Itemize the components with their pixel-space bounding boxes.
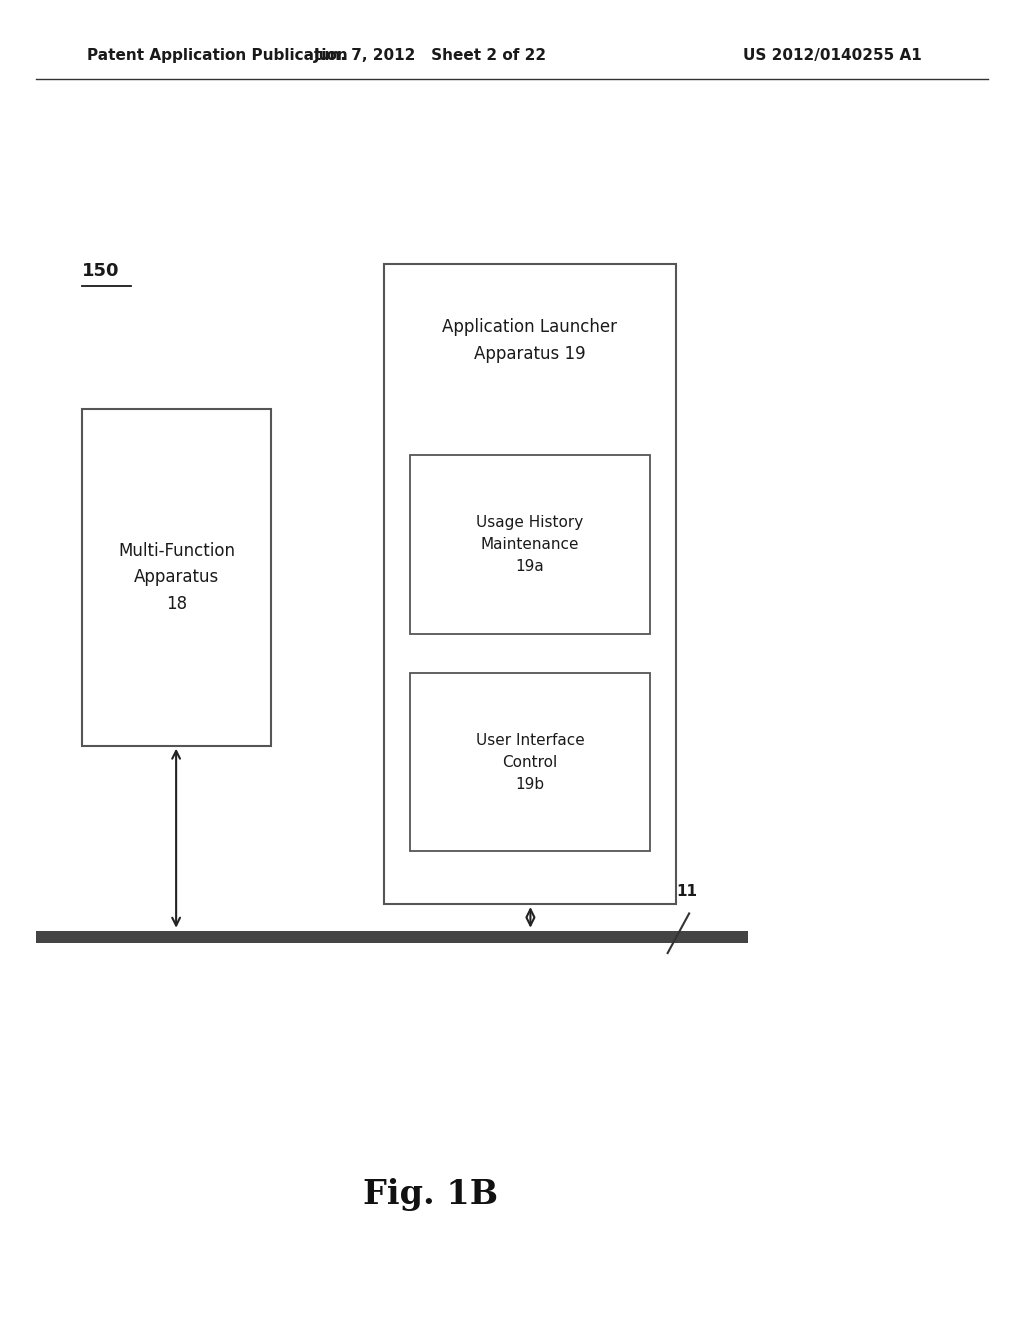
Bar [410, 673, 650, 851]
Text: US 2012/0140255 A1: US 2012/0140255 A1 [742, 48, 922, 63]
Text: 150: 150 [82, 261, 120, 280]
Text: User Interface
Control
19b: User Interface Control 19b [475, 733, 585, 792]
Text: Application Launcher
Apparatus 19: Application Launcher Apparatus 19 [442, 318, 617, 363]
Bar [384, 264, 676, 904]
Text: Fig. 1B: Fig. 1B [362, 1177, 498, 1212]
Text: Jun. 7, 2012   Sheet 2 of 22: Jun. 7, 2012 Sheet 2 of 22 [313, 48, 547, 63]
Text: 11: 11 [676, 883, 697, 899]
Text: Multi-Function
Apparatus
18: Multi-Function Apparatus 18 [118, 543, 236, 612]
Text: Usage History
Maintenance
19a: Usage History Maintenance 19a [476, 515, 584, 574]
Text: Patent Application Publication: Patent Application Publication [87, 48, 348, 63]
Bar [82, 409, 271, 746]
Bar [410, 455, 650, 634]
Bar [36, 932, 748, 942]
